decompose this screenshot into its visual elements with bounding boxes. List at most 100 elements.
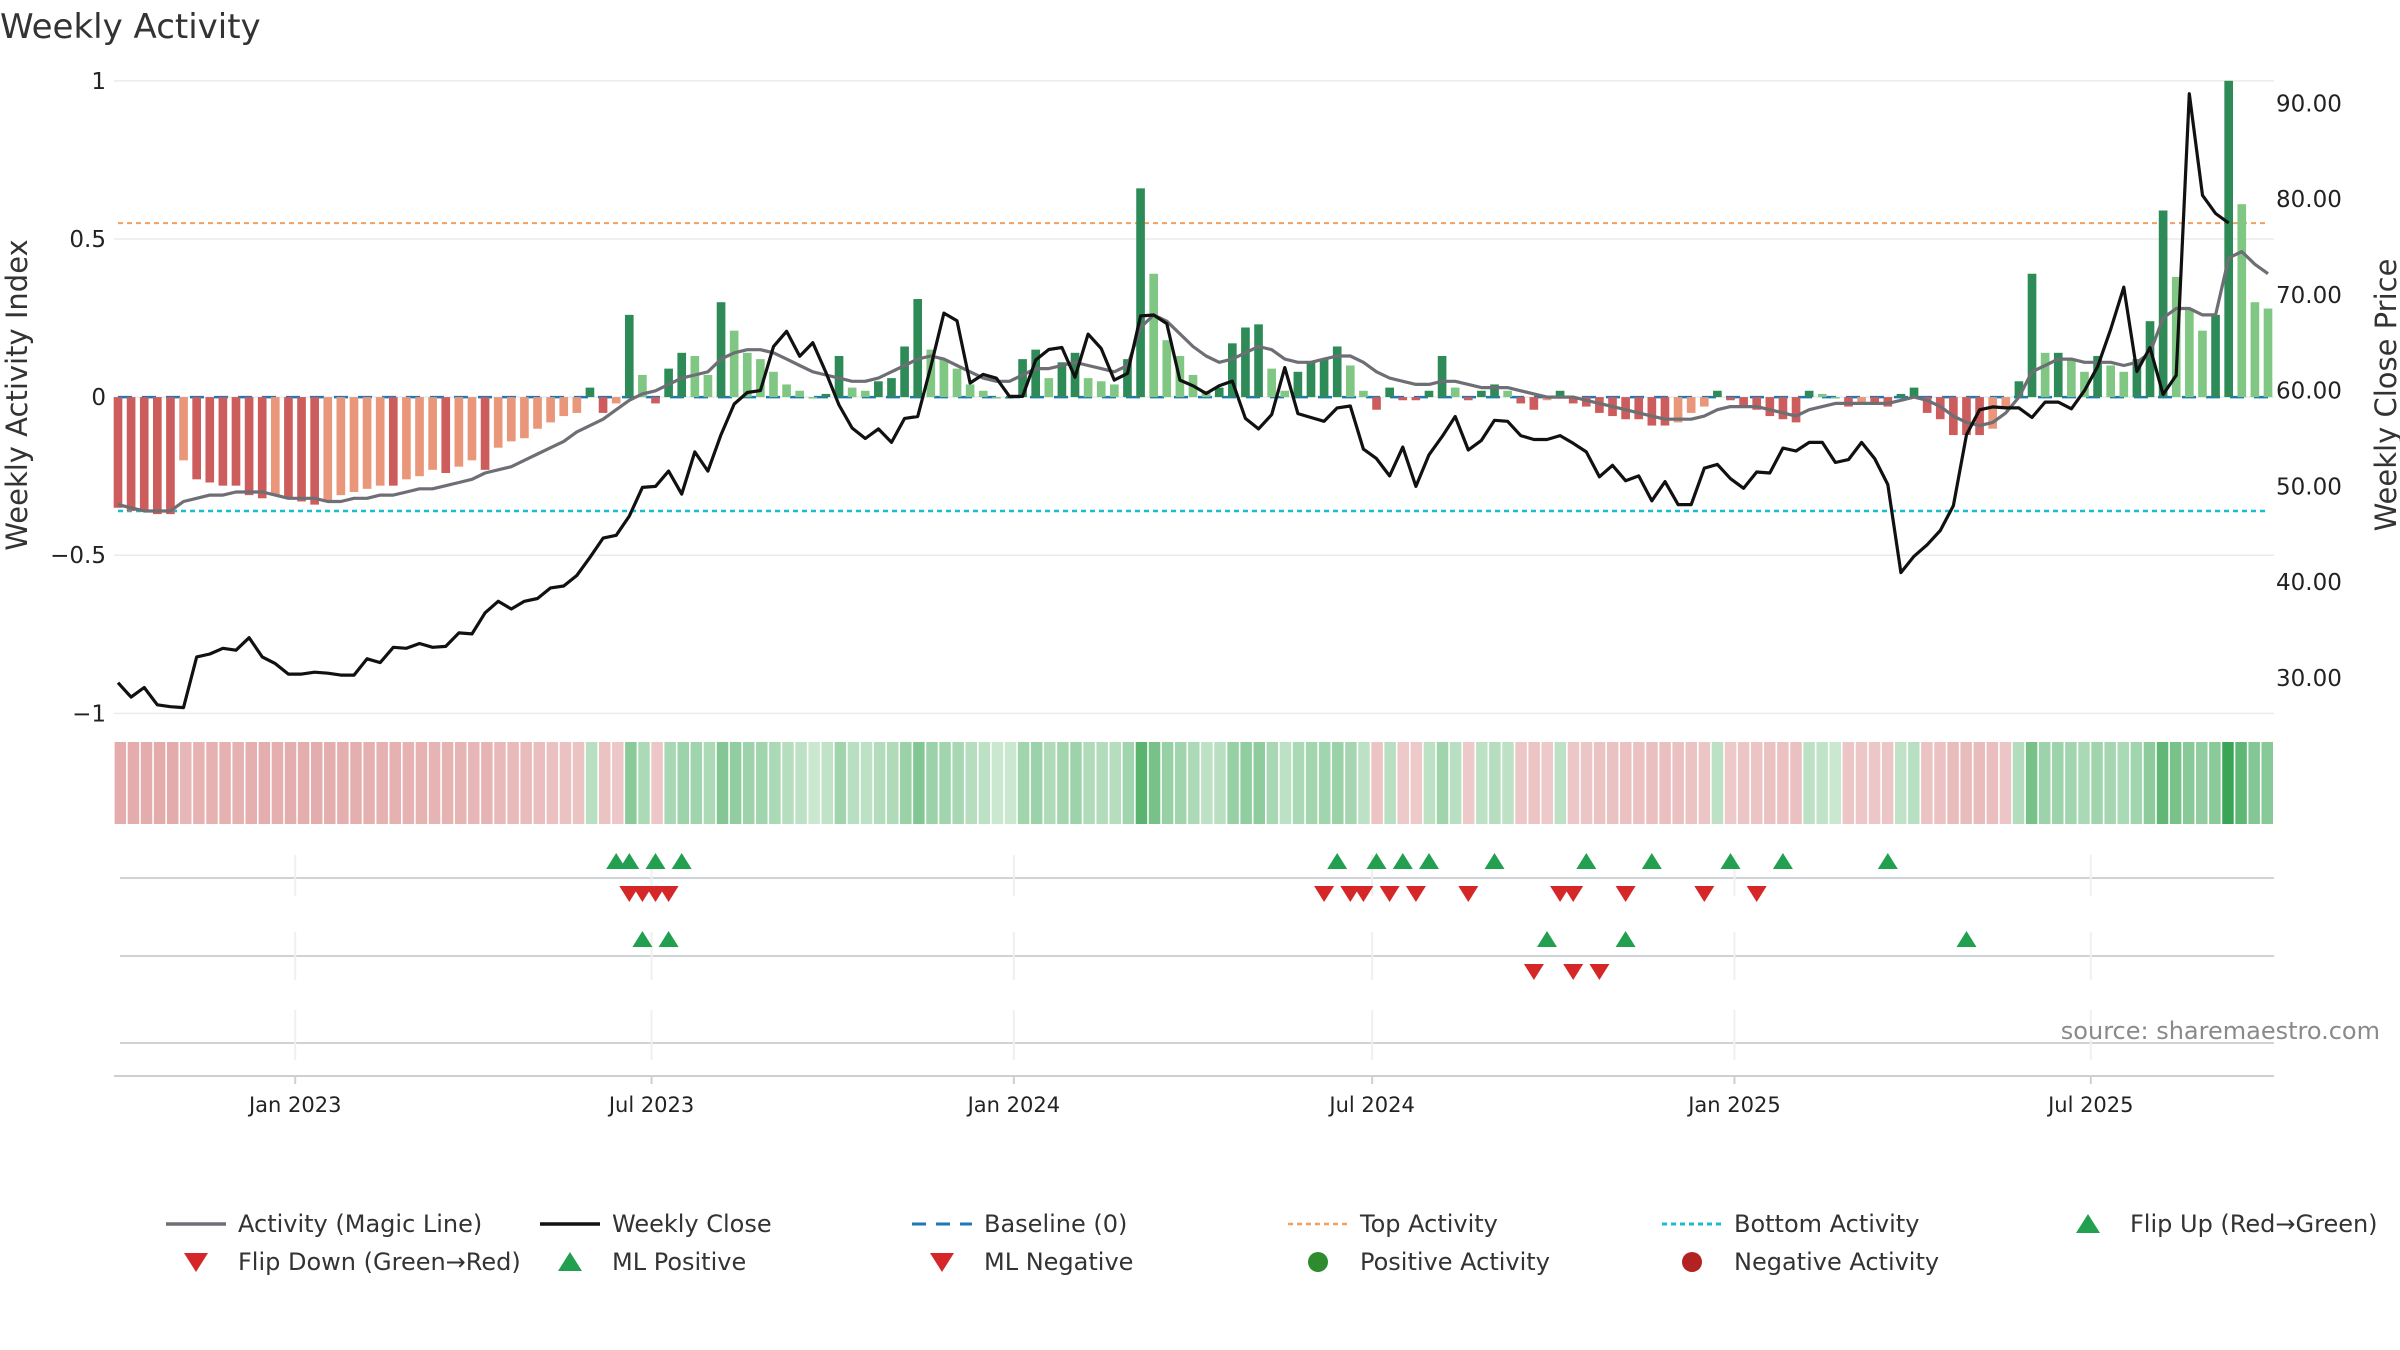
activity-bar — [1254, 324, 1263, 398]
heat-cell — [1894, 742, 1907, 824]
legend-label: Flip Up (Red→Green) — [2130, 1210, 2378, 1238]
y2-axis-label: Weekly Close Price — [2369, 259, 2400, 532]
heat-cell — [952, 742, 964, 824]
heat-cell — [782, 742, 794, 824]
x-tick-label: Jan 2024 — [966, 1093, 1061, 1117]
legend-label: Weekly Close — [612, 1210, 772, 1238]
activity-bar — [1228, 343, 1237, 398]
activity-bar — [179, 397, 188, 461]
legend-swatch — [1308, 1252, 1328, 1272]
flip-down-marker — [645, 886, 666, 902]
flip-down-marker — [1694, 886, 1715, 902]
activity-bar — [926, 349, 936, 398]
activity-bar — [323, 397, 333, 502]
heat-cell — [258, 742, 271, 824]
heat-cell — [1724, 742, 1737, 824]
activity-bar — [1306, 362, 1316, 398]
heat-cell — [1161, 742, 1174, 824]
heat-cell — [1253, 742, 1265, 824]
activity-bar — [1870, 397, 1880, 404]
heat-cell — [1384, 742, 1396, 824]
heat-cell — [873, 742, 886, 824]
heat-cell — [1973, 742, 1985, 824]
activity-bar — [1083, 378, 1093, 398]
y2-tick-label: 80.00 — [2276, 187, 2342, 213]
activity-bar — [1136, 188, 1145, 398]
activity-bar — [598, 397, 608, 413]
activity-bar — [939, 359, 949, 398]
flip-down-marker — [1550, 886, 1571, 902]
activity-bar — [257, 397, 267, 499]
heat-cell — [1829, 742, 1841, 824]
heat-cell — [454, 742, 467, 824]
heat-cell — [441, 742, 454, 824]
heat-cell — [1593, 742, 1606, 824]
legend-swatch — [1682, 1252, 1702, 1272]
heat-cell — [1135, 742, 1148, 824]
flip-down-marker — [1615, 886, 1636, 902]
flip-down-marker — [1353, 886, 1374, 902]
activity-bar — [1568, 397, 1578, 404]
activity-bar — [1162, 340, 1172, 398]
heat-cell — [572, 742, 585, 824]
activity-bar — [2224, 80, 2233, 398]
heat-cell — [2038, 742, 2051, 824]
activity-bar — [624, 314, 634, 398]
heat-cell — [795, 742, 807, 824]
activity-bar — [467, 397, 477, 461]
heat-cell — [2261, 742, 2273, 824]
heat-cell — [350, 742, 362, 824]
flip-up-marker — [645, 853, 666, 869]
flip-up-marker — [1877, 853, 1898, 869]
heat-cell — [2169, 742, 2182, 824]
heat-cell — [114, 742, 127, 824]
heat-cell — [1711, 742, 1724, 824]
heat-cell — [153, 742, 166, 824]
heat-cell — [2065, 742, 2077, 824]
activity-bar — [1398, 397, 1408, 401]
y-tick-label: −0.5 — [50, 543, 106, 569]
flip-up-marker — [1720, 853, 1741, 869]
activity-bar — [1345, 365, 1355, 398]
activity-bar — [965, 384, 975, 398]
y2-tick-label: 60.00 — [2276, 379, 2342, 405]
ml-positive-marker — [1956, 931, 1977, 947]
heat-cell — [297, 742, 310, 824]
y2-tick-label: 90.00 — [2276, 91, 2342, 117]
activity-bar — [1424, 390, 1434, 398]
flip-down-marker — [1379, 886, 1400, 902]
x-tick-label: Jan 2025 — [1686, 1093, 1781, 1117]
activity-bar — [729, 330, 739, 398]
heat-cell — [1659, 742, 1671, 824]
heat-cell — [860, 742, 873, 824]
legend-label: ML Positive — [612, 1248, 746, 1276]
heat-cell — [533, 742, 545, 824]
activity-bar — [2106, 365, 2116, 398]
activity-bar — [139, 397, 149, 511]
activity-bar — [2014, 381, 2024, 398]
activity-bar — [716, 302, 726, 398]
flip-down-marker — [1405, 886, 1426, 902]
heat-cell — [2130, 742, 2143, 824]
heat-cell — [1646, 742, 1658, 824]
activity-bar — [900, 346, 909, 398]
flip-down-marker — [1458, 886, 1479, 902]
activity-bar — [1896, 393, 1906, 398]
flip-up-marker — [619, 853, 640, 869]
activity-bar — [1647, 397, 1657, 426]
activity-bar — [506, 397, 516, 442]
flip-up-marker — [1419, 853, 1439, 869]
heat-cell — [1502, 742, 1514, 824]
heat-cell — [625, 742, 637, 824]
heat-cell — [468, 742, 480, 824]
activity-bar — [270, 397, 280, 496]
heat-cell — [729, 742, 742, 824]
flip-down-marker — [1314, 886, 1335, 902]
activity-bar — [1739, 397, 1748, 407]
activity-bar — [153, 397, 162, 515]
heat-cell — [1436, 742, 1449, 824]
heat-cell — [546, 742, 559, 824]
activity-bar — [913, 299, 923, 398]
activity-bar — [231, 397, 241, 486]
heat-cell — [1410, 742, 1423, 824]
